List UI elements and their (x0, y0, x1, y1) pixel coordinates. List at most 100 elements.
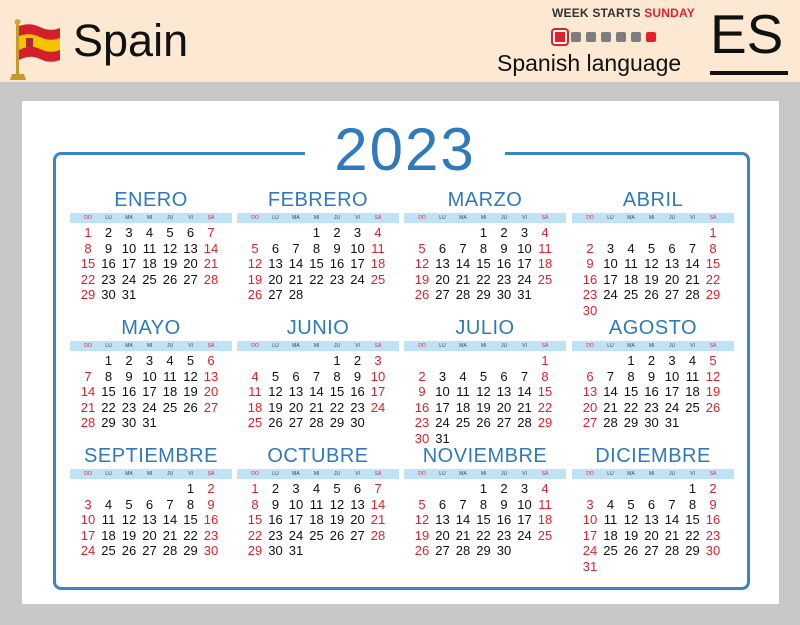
day-cell: 9 (207, 496, 215, 512)
day-cell: 22 (537, 399, 553, 415)
day-cell: 14 (203, 240, 219, 256)
weekday-label: LU (607, 215, 614, 221)
day-cell: 4 (627, 240, 635, 256)
day-cell: 7 (459, 496, 467, 512)
day-cell: 10 (517, 496, 532, 512)
country-code-underline (710, 71, 788, 75)
month-diciembre: DICIEMBRE DO LU MA MI JU VI SÁ 1 2 3 4 5 6 7 8 9 10 11 12 13… (572, 444, 734, 574)
day-cell: 7 (520, 368, 529, 384)
day-cell: 8 (688, 496, 697, 512)
day-cell: 23 (644, 399, 659, 415)
weekday-label: MA (459, 343, 467, 349)
weekday-label: LU (439, 471, 446, 477)
day-cell: 14 (162, 512, 178, 527)
weekday-label: VI (690, 343, 695, 349)
weekday-label: MI (648, 215, 655, 221)
weekday-label: JU (668, 471, 676, 477)
day-cell: 16 (350, 384, 365, 399)
day-cell: 21 (370, 512, 386, 527)
weekday-label: MA (125, 343, 133, 349)
day-cell: 10 (517, 240, 532, 256)
day-cell: 5 (647, 240, 656, 256)
day-cell: 6 (586, 368, 594, 384)
day-cell: 16 (582, 271, 598, 287)
day-cell: 16 (496, 512, 512, 527)
day-cell: 7 (166, 496, 174, 512)
day-cell: 21 (517, 399, 532, 415)
weekday-label: LU (105, 343, 112, 349)
day-cell: 25 (370, 271, 386, 287)
country-title: Spain (73, 15, 189, 66)
day-cell: 26 (268, 415, 283, 430)
weekday-label: MI (480, 215, 487, 221)
day-cell: 24 (121, 271, 137, 287)
weekday-label: JU (668, 215, 676, 221)
month-name: OCTUBRE (267, 445, 369, 467)
day-cell: 22 (476, 527, 491, 543)
day-cell: 28 (603, 415, 618, 430)
day-cell: 13 (435, 512, 450, 527)
day-cell: 20 (142, 527, 157, 543)
day-cell: 12 (183, 368, 198, 384)
day-cell: 12 (162, 240, 178, 256)
day-cell: 2 (709, 481, 717, 496)
day-cell: 22 (623, 399, 639, 415)
day-cell: 29 (685, 543, 700, 558)
day-cell: 12 (121, 512, 137, 527)
day-cell: 27 (496, 415, 512, 430)
month-septiembre: SEPTIEMBRE DO LU MA MI JU VI SÁ 1 2 3 4 5 6 7 8 9 10 11 12 1… (70, 444, 232, 574)
day-cell: 3 (84, 496, 92, 512)
day-cell: 2 (104, 225, 113, 240)
weekday-header: DO LU MA MI JU VI SÁ (572, 341, 734, 351)
day-cell: 15 (309, 256, 324, 271)
day-cell: 31 (288, 543, 304, 558)
day-cell: 19 (183, 384, 198, 399)
day-cell: 29 (705, 287, 721, 302)
day-cell: 5 (125, 496, 133, 512)
day-cell: 21 (603, 399, 618, 415)
day-cell: 12 (476, 384, 491, 399)
weekday-label: JU (333, 215, 341, 221)
day-cell: 11 (538, 240, 552, 256)
day-cell: 10 (435, 384, 450, 399)
day-cell: 14 (517, 384, 532, 399)
weekday-label: JU (500, 471, 508, 477)
country-code: ES (710, 3, 784, 65)
weekday-label: JU (500, 343, 508, 349)
month-name: MAYO (121, 317, 181, 339)
month-enero: ENERO DO LU MA MI JU VI SÁ 1 2 3 4 5 6 7 8 9 10 11 12 13 14 15… (70, 188, 232, 318)
weekday-header: DO LU MA MI JU VI SÁ (237, 469, 399, 479)
day-cell: 18 (685, 384, 700, 399)
day-cell: 5 (271, 368, 280, 384)
day-cell: 18 (247, 399, 263, 415)
weekday-label: MI (313, 471, 320, 477)
weekday-label: DO (251, 471, 259, 477)
day-cell: 4 (541, 225, 549, 240)
day-cell: 4 (688, 353, 697, 368)
month-noviembre: NOVIEMBRE DO LU MA MI JU VI SÁ 1 2 3 4 5 6 7 8 9 10 11 12 13… (404, 444, 566, 574)
weekday-label: VI (690, 471, 695, 477)
day-cell: 3 (353, 225, 362, 240)
day-cell: 26 (247, 287, 263, 302)
day-cell: 11 (101, 512, 116, 527)
day-cell: 24 (142, 399, 157, 415)
weekday-header: DO LU MA MI JU VI SÁ (70, 341, 232, 351)
day-cell: 14 (455, 256, 471, 271)
day-cell: 27 (664, 287, 680, 302)
day-cell: 25 (537, 271, 553, 287)
day-cell: 8 (479, 240, 488, 256)
day-cell: 28 (455, 543, 471, 558)
day-cell: 28 (309, 415, 324, 430)
day-cell: 19 (623, 527, 639, 543)
weekday-label: JU (333, 471, 341, 477)
day-cell: 27 (582, 415, 598, 430)
day-cell: 6 (186, 225, 195, 240)
day-cell: 13 (288, 384, 304, 399)
day-cell: 29 (247, 543, 263, 558)
day-cell: 4 (606, 496, 615, 512)
day-cell: 9 (353, 368, 362, 384)
day-cell: 3 (606, 240, 615, 256)
day-cell: 30 (582, 302, 598, 318)
day-cell: 7 (606, 368, 615, 384)
weekday-header: DO LU MA MI JU VI SÁ (70, 469, 232, 479)
